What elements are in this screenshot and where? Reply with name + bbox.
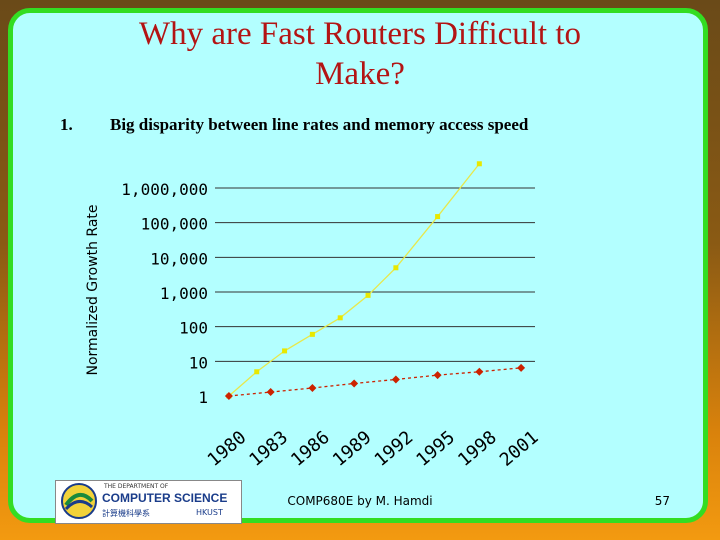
series-2-point	[308, 384, 317, 393]
logo-line-3: 計算機科學系	[102, 509, 150, 518]
x-tick-label: 1995	[412, 427, 459, 471]
series-1-point	[309, 331, 315, 337]
y-tick-label: 1,000	[160, 284, 208, 303]
x-tick-label: 1998	[454, 427, 501, 471]
y-tick-label: 10	[189, 353, 208, 372]
logo-line-4: HKUST	[196, 508, 223, 517]
series-2-point	[266, 388, 275, 397]
title-line-1: Why are Fast Routers Difficult to	[138, 16, 582, 52]
series-2-point	[517, 363, 526, 372]
series-1-point	[282, 348, 288, 354]
series-1-point	[435, 214, 441, 220]
y-tick-label: 1,000,000	[121, 180, 208, 199]
x-tick-label: 1983	[245, 427, 292, 471]
x-tick-label: 1986	[287, 427, 334, 471]
series-2-point	[350, 379, 359, 388]
series-2-point	[391, 375, 400, 384]
x-tick-label: 2001	[496, 427, 543, 471]
x-tick-label: 1992	[371, 427, 418, 471]
x-tick-label: 1980	[204, 427, 251, 471]
y-tick-label: 10,000	[150, 249, 208, 268]
series-1-point	[337, 315, 343, 321]
logo-line-1: THE DEPARTMENT OF	[104, 483, 169, 490]
bullet-text: Big disparity between line rates and mem…	[110, 115, 529, 134]
logo-emblem-icon	[61, 483, 97, 519]
slide-panel	[8, 8, 708, 523]
footer-credit: COMP680E by M. Hamdi	[287, 494, 433, 508]
y-axis-label: Normalized Growth Rate	[85, 204, 101, 375]
title-line-2: Make?	[315, 56, 405, 92]
department-logo: THE DEPARTMENT OF COMPUTER SCIENCE 計算機科學…	[55, 480, 242, 524]
slide-title: Why are Fast Routers Difficult to Make?	[0, 14, 720, 94]
y-tick-label: 100	[179, 319, 208, 338]
bullet-number: 1.	[60, 115, 73, 134]
x-tick-label: 1989	[329, 427, 376, 471]
series-1-point	[476, 161, 482, 167]
series-2-point	[224, 392, 233, 400]
series-2-point	[475, 367, 484, 376]
logo-line-2: COMPUTER SCIENCE	[102, 491, 228, 505]
y-tick-label: 100,000	[141, 215, 208, 234]
series-2-point	[433, 371, 442, 380]
series-1-point	[393, 265, 399, 271]
series-1-point	[254, 369, 260, 375]
y-tick-label: 1	[198, 388, 208, 407]
series-1-point	[365, 292, 371, 298]
series-2-line	[228, 367, 522, 397]
page-number: 57	[654, 494, 670, 508]
